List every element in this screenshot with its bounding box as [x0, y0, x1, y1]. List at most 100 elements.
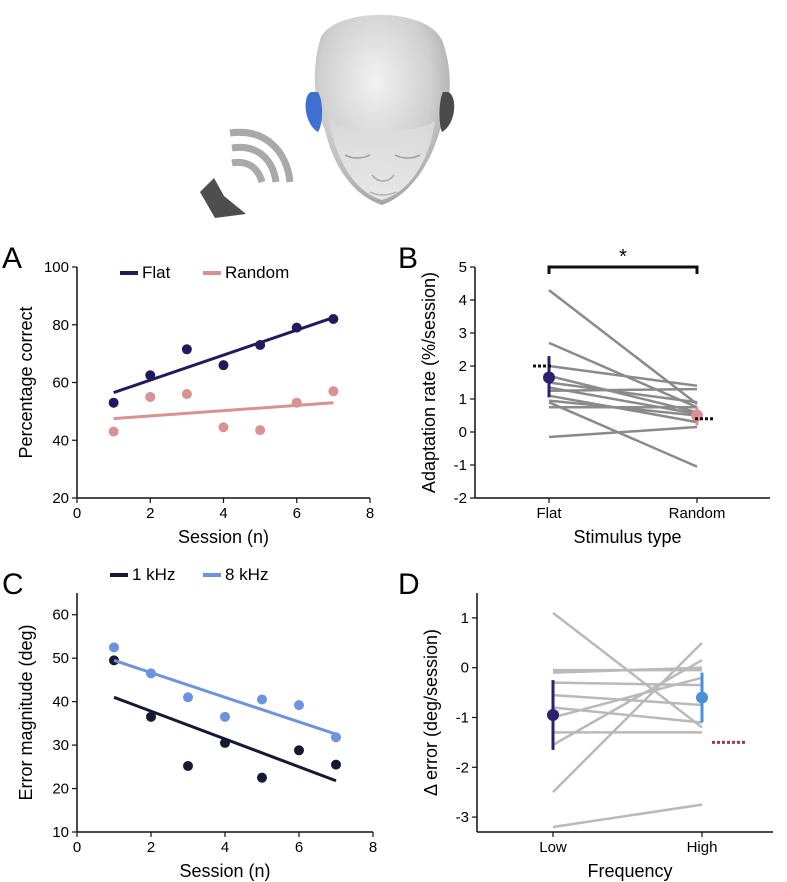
x-tick-label: 8 [366, 505, 374, 522]
data-point-8-khz [109, 642, 119, 653]
x-axis-label: Frequency [587, 861, 672, 881]
y-tick-label: 1 [459, 391, 467, 408]
y-tick-label: -2 [454, 490, 467, 507]
x-tick-label: 4 [221, 839, 229, 856]
x-axis-label: Session (n) [179, 861, 270, 881]
y-tick-label: 20 [52, 490, 69, 507]
data-point-flat [181, 344, 192, 355]
data-point-8-khz [257, 694, 267, 705]
y-tick-label: -1 [454, 457, 467, 474]
y-tick-label: 80 [52, 317, 69, 334]
x-tick-label: Flat [536, 505, 562, 522]
panel-label-d: D [398, 568, 420, 601]
chart-panel-c: 10 20 30 40 50 60 0 2 4 6 8 Session (n) Error magnit… [16, 565, 377, 881]
data-point-random [108, 426, 119, 437]
x-tick-label: 0 [73, 505, 81, 522]
data-point-random [328, 386, 339, 397]
significance-bracket [547, 265, 699, 274]
subject-line [552, 676, 703, 719]
subject-line [548, 401, 698, 468]
subject-line [548, 364, 698, 388]
data-point-flat [328, 313, 339, 324]
x-tick-label: 6 [293, 505, 301, 522]
y-axis-label: Percentage correct [16, 306, 36, 458]
subject-line [552, 641, 703, 794]
y-tick-label: 60 [52, 607, 69, 624]
y-tick-label: 30 [52, 737, 69, 754]
significance-marker: * [619, 246, 627, 268]
legend-label: 1 kHz [132, 565, 175, 584]
data-point-1-khz [146, 711, 156, 722]
data-point-8-khz [331, 732, 341, 743]
data-point-flat [108, 397, 119, 408]
legend-label: Flat [142, 263, 171, 282]
chart-panel-a: 20 40 60 80 100 0 2 4 6 8 Session (n) Percentage co… [16, 259, 374, 547]
x-tick-label: 2 [147, 839, 155, 856]
data-point-1-khz [294, 745, 304, 756]
x-axis-label: Stimulus type [573, 527, 681, 547]
y-tick-label: 20 [52, 781, 69, 798]
y-tick-label: 5 [459, 259, 467, 276]
data-point-8-khz [146, 668, 156, 679]
data-point-8-khz [220, 711, 230, 722]
data-point-flat [218, 360, 229, 371]
x-tick-label: 4 [219, 505, 227, 522]
mean-point-flat [543, 371, 555, 384]
panel-label-b: B [398, 242, 418, 275]
data-point-random [181, 389, 192, 400]
y-tick-label: 40 [52, 694, 69, 711]
left-ear-icon [305, 92, 323, 132]
y-axis-label: Error magnitude (deg) [16, 624, 36, 800]
data-point-random [145, 391, 156, 402]
data-point-1-khz [257, 772, 267, 783]
illustration [200, 14, 455, 218]
subject-line [548, 289, 698, 405]
y-tick-label: 60 [52, 375, 69, 392]
data-point-1-khz [183, 760, 193, 771]
y-axis-label: Δ error (deg/session) [421, 629, 441, 796]
y-tick-label: -2 [456, 759, 469, 776]
x-tick-label: 8 [369, 839, 377, 856]
y-tick-label: 4 [459, 292, 467, 309]
data-point-flat [255, 339, 266, 350]
data-point-random [255, 425, 266, 436]
x-tick-label: 2 [146, 505, 154, 522]
mean-point-low [547, 708, 559, 721]
subject-line [552, 803, 703, 829]
x-tick-label: 6 [295, 839, 303, 856]
x-tick-label: Low [539, 839, 567, 856]
x-tick-label: 0 [73, 839, 81, 856]
data-point-1-khz [331, 759, 341, 770]
x-tick-label: High [687, 839, 718, 856]
y-tick-label: 50 [52, 650, 69, 667]
y-tick-label: -3 [456, 809, 469, 826]
data-point-8-khz [294, 700, 304, 711]
y-tick-label: 10 [52, 824, 69, 841]
panel-label-a: A [2, 242, 22, 275]
data-point-1-khz [220, 737, 230, 748]
sound-waves-icon [229, 128, 294, 184]
x-axis-label: Session (n) [178, 527, 269, 547]
y-tick-label: 1 [461, 610, 469, 627]
data-point-flat [145, 370, 156, 381]
mean-point-high [696, 691, 708, 704]
speaker-icon [200, 178, 246, 218]
y-tick-label: -1 [456, 709, 469, 726]
y-axis-label: Adaptation rate (%/session) [419, 272, 439, 493]
subject-line [552, 693, 703, 707]
y-tick-label: 0 [461, 660, 469, 677]
chart-panel-d: -3 -2 -1 0 1 Low High Frequency Δ error (deg/ses… [421, 593, 773, 881]
data-point-random [291, 397, 302, 408]
y-tick-label: 3 [459, 325, 467, 342]
y-tick-label: 40 [52, 432, 69, 449]
y-tick-label: 0 [459, 424, 467, 441]
y-tick-label: 100 [44, 259, 69, 276]
subject-line [548, 425, 698, 439]
subject-line [552, 659, 703, 746]
y-tick-label: 2 [459, 358, 467, 375]
right-ear-icon [439, 92, 455, 132]
subject-line [548, 387, 698, 392]
data-point-flat [291, 322, 302, 333]
panel-label-c: C [2, 568, 24, 601]
